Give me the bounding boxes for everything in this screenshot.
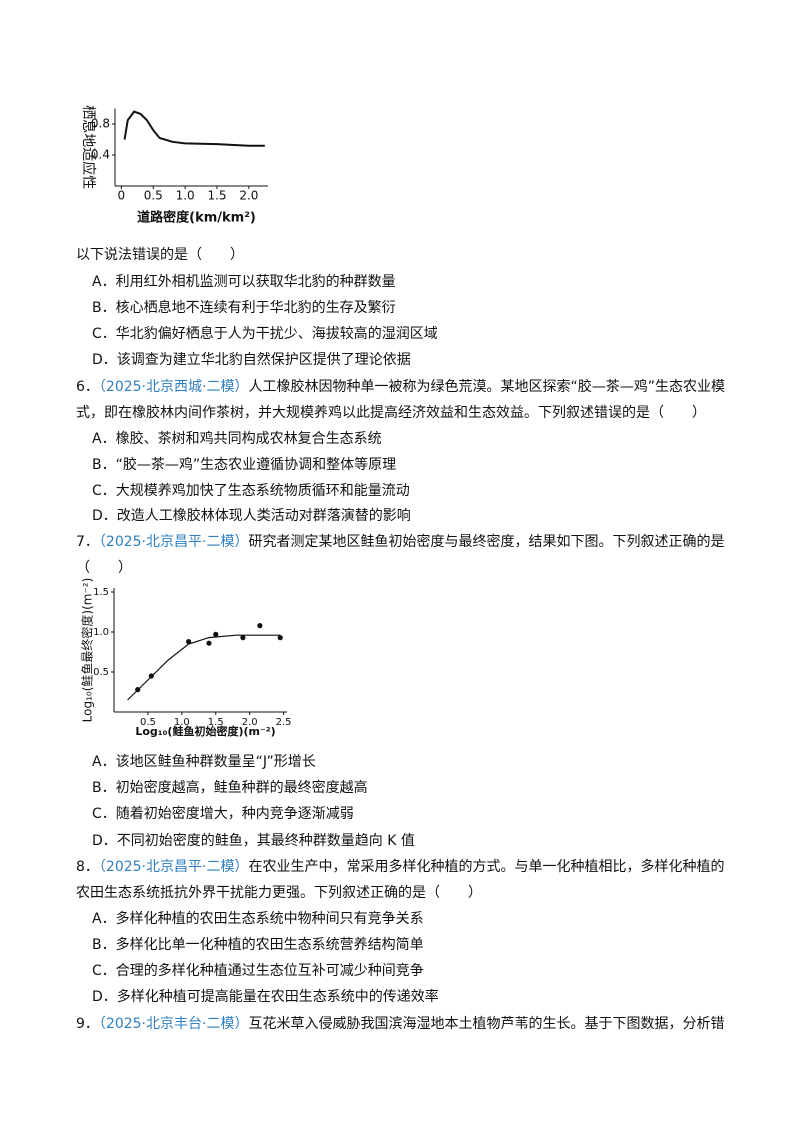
stem: 在农业生产中，常采用多样化种植的方式。与单一化种植相比，多样化种植的农田生态系统… bbox=[76, 859, 725, 901]
option: C．华北豹偏好栖息于人为干扰少、海拔较高的湿润区域 bbox=[92, 326, 438, 342]
point bbox=[206, 640, 212, 646]
x-tick-label: 0.5 bbox=[144, 189, 163, 203]
question: 8．（2025·北京昌平·二模）在农业生产中，常采用多样化种植的方式。与单一化种… bbox=[76, 854, 726, 906]
x-tick-label: 1.5 bbox=[207, 189, 226, 203]
y-tick-label: 1.0 bbox=[93, 627, 109, 638]
y-tick-label: 0.5 bbox=[93, 667, 109, 678]
option: D．多样化种植可提高能量在农田生态系统中的传递效率 bbox=[92, 989, 439, 1005]
number: 8． bbox=[76, 859, 99, 875]
option: C．合理的多样化种植通过生态位互补可减少种间竞争 bbox=[92, 963, 424, 979]
source: （2025·北京丰台·二模） bbox=[98, 1016, 249, 1032]
source: （2025·北京昌平·二模） bbox=[98, 534, 249, 550]
question: 6．（2025·北京西城·二模）人工橡胶林因物种单一被称为绿色荒漠。某地区探索“… bbox=[76, 374, 726, 426]
x-tick-label: 2.0 bbox=[239, 189, 258, 203]
x-tick-label: 1.0 bbox=[174, 717, 190, 728]
point bbox=[148, 673, 154, 679]
source: （2025·北京昌平·二模） bbox=[98, 859, 249, 875]
x-axis-label: 道路密度(km/km²) bbox=[137, 210, 256, 226]
stem: 人工橡胶林因物种单一被称为绿色荒漠。某地区探索“胶—茶—鸡”生态农业模式，即在橡… bbox=[76, 379, 725, 421]
y-axis-label: Log₁₀(鲑鱼最终密度)(m⁻²) bbox=[80, 578, 95, 723]
question: 7．（2025·北京昌平·二模）研究者测定某地区鲑鱼初始密度与最终密度，结果如下… bbox=[76, 529, 726, 581]
x-tick-label: 2.0 bbox=[242, 717, 258, 728]
point bbox=[135, 687, 141, 693]
x-axis-label: Log₁₀(鲑鱼初始密度)(m⁻²) bbox=[135, 724, 275, 738]
y-tick-label: 1.5 bbox=[93, 587, 109, 598]
point bbox=[240, 635, 246, 641]
option: A．利用红外相机监测可以获取华北豹的种群数量 bbox=[92, 274, 396, 290]
option: C．大规模养鸡加快了生态系统物质循环和能量流动 bbox=[92, 483, 410, 499]
option: D．不同初始密度的鲑鱼，其最终种群数量趋向 K 值 bbox=[92, 833, 415, 849]
question: 9．（2025·北京丰台·二模）互花米草入侵威胁我国滨海湿地本土植物芦苇的生长。… bbox=[76, 1011, 726, 1037]
number: 6． bbox=[76, 379, 99, 395]
x-tick-label: 0.5 bbox=[140, 717, 156, 728]
option: A．该地区鲑鱼种群数量呈“J”形增长 bbox=[92, 754, 316, 770]
stem: 互花米草入侵威胁我国滨海湿地本土植物芦苇的生长。基于下图数据，分析错 bbox=[248, 1016, 725, 1032]
option: A．多样化种植的农田生态系统中物种间只有竞争关系 bbox=[92, 911, 424, 927]
option: B．多样化比单一化种植的农田生态系统营养结构简单 bbox=[92, 937, 424, 953]
y-tick-label: 0.8 bbox=[91, 117, 110, 131]
prompt: 以下说法错误的是（ ） bbox=[76, 247, 244, 263]
point bbox=[186, 639, 192, 645]
y-tick-label: 0.4 bbox=[91, 148, 110, 162]
point bbox=[277, 635, 283, 641]
x-tick-label: 1.5 bbox=[208, 717, 224, 728]
stem: 研究者测定某地区鲑鱼初始密度与最终密度，结果如下图。下列叙述正确的是（ ） bbox=[76, 534, 725, 576]
y-axis-label: 栖息地适应性 bbox=[80, 105, 97, 189]
x-tick-label: 1.0 bbox=[176, 189, 195, 203]
option: B．初始密度越高，鲑鱼种群的最终密度越高 bbox=[92, 780, 368, 796]
option: A．橡胶、茶树和鸡共同构成农林复合生态系统 bbox=[92, 431, 382, 447]
x-tick-label: 2.5 bbox=[276, 717, 292, 728]
number: 9． bbox=[76, 1016, 99, 1032]
option: C．随着初始密度增大，种内竞争逐渐减弱 bbox=[92, 806, 354, 822]
number: 7． bbox=[76, 534, 99, 550]
curve bbox=[127, 634, 281, 701]
point bbox=[257, 623, 263, 629]
point bbox=[213, 631, 219, 638]
option: B．核心栖息地不连续有利于华北豹的生存及繁衍 bbox=[92, 300, 396, 316]
source: （2025·北京西城·二模） bbox=[98, 379, 249, 395]
option: B．“胶—茶—鸡”生态农业遵循协调和整体等原理 bbox=[92, 457, 397, 473]
option: D．该调查为建立华北豹自然保护区提供了理论依据 bbox=[92, 352, 411, 368]
curve bbox=[123, 110, 265, 147]
option: D．改造人工橡胶林体现人类活动对群落演替的影响 bbox=[92, 508, 411, 524]
x-tick-label: 0 bbox=[118, 189, 126, 203]
